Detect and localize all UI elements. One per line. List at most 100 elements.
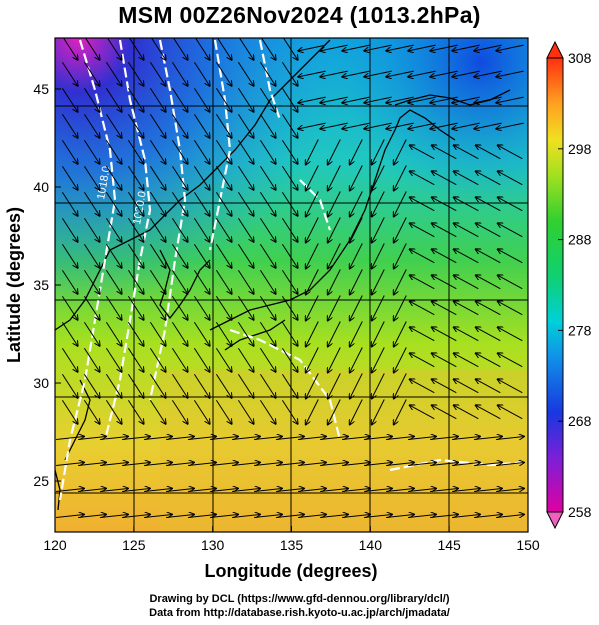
wind-streamline <box>476 171 501 186</box>
wind-streamline <box>410 249 435 264</box>
colorbar-tick-label: 308 <box>568 50 592 66</box>
wind-streamline <box>210 462 238 467</box>
wind-streamline <box>496 122 524 129</box>
wind-streamline <box>149 87 165 112</box>
wind-streamline <box>105 217 121 242</box>
wind-streamline <box>193 113 209 138</box>
wind-streamline <box>298 436 326 441</box>
wind-streamline <box>83 191 99 216</box>
wind-streamline <box>105 165 121 190</box>
wind-streamline <box>320 44 348 51</box>
wind-streamline <box>171 269 187 294</box>
wind-streamline <box>61 373 77 398</box>
wind-streamline <box>306 373 319 398</box>
chart-title: MSM 00Z26Nov2024 (1013.2hPa) <box>118 2 481 28</box>
wind-streamline <box>149 347 165 372</box>
wind-streamline <box>306 347 319 372</box>
wind-streamline <box>364 514 392 519</box>
wind-streamline <box>432 379 457 394</box>
wind-streamline <box>454 405 479 420</box>
wind-streamline <box>328 321 341 346</box>
wind-streamline <box>56 488 84 493</box>
y-axis-title: Latitude (degrees) <box>4 207 24 363</box>
credits: Drawing by DCL (https://www.gfd-dennou.o… <box>0 592 599 620</box>
wind-streamline <box>150 38 165 60</box>
wind-streamline <box>105 269 121 294</box>
wind-streamline <box>122 488 150 493</box>
x-axis: 120 125 130 135 140 145 150 <box>43 526 540 553</box>
wind-streamline <box>83 399 99 424</box>
wind-streamline <box>386 436 414 441</box>
wind-streamline <box>128 38 143 60</box>
wind-streamline <box>193 321 209 346</box>
x-tick-label: 150 <box>516 537 540 553</box>
wind-streamline <box>281 113 297 138</box>
wind-streamline <box>306 139 319 164</box>
wind-streamline <box>408 70 436 77</box>
wind-streamline <box>232 462 260 467</box>
x-tick-label: 135 <box>280 537 304 553</box>
wind-streamline <box>259 347 275 372</box>
wind-streamline <box>408 436 436 441</box>
wind-streamline <box>476 249 501 264</box>
wind-streamline <box>474 122 502 129</box>
wind-streamline <box>410 379 435 394</box>
wind-streamline <box>259 269 275 294</box>
wind-streamline <box>78 436 106 441</box>
wind-streamline <box>342 488 370 493</box>
y-axis: 25 30 35 40 45 <box>33 81 61 489</box>
wind-streamline <box>342 70 370 77</box>
wind-streamline <box>408 462 436 467</box>
x-tick-label: 140 <box>359 537 383 553</box>
colorbar-tick-label: 268 <box>568 413 592 429</box>
wind-streamline <box>454 145 479 160</box>
wind-streamline <box>122 514 150 519</box>
wind-streamline <box>166 436 194 441</box>
wind-streamline <box>149 295 165 320</box>
wind-streamline <box>171 243 187 268</box>
wind-streamline <box>237 295 253 320</box>
wind-streamline <box>394 347 407 372</box>
wind-streamline <box>432 197 457 212</box>
wind-streamline <box>193 399 209 424</box>
wind-streamline <box>105 139 121 164</box>
wind-streamline <box>281 139 297 164</box>
wind-streamline <box>306 269 319 294</box>
wind-streamline <box>364 122 392 129</box>
wind-streamline <box>78 462 106 467</box>
wind-streamline <box>372 399 385 424</box>
wind-streamline <box>84 38 99 60</box>
wind-streamline <box>127 243 143 268</box>
wind-streamline <box>281 399 297 424</box>
wind-streamline <box>281 347 297 372</box>
wind-streamline <box>100 514 128 519</box>
wind-streamline <box>83 347 99 372</box>
wind-streamline <box>282 38 297 60</box>
wind-streamline <box>193 373 209 398</box>
wind-streamline <box>193 139 209 164</box>
wind-streamline <box>306 165 319 190</box>
wind-streamline <box>432 145 457 160</box>
wind-streamline <box>105 113 121 138</box>
wind-streamline <box>215 269 231 294</box>
wind-streamline <box>306 243 319 268</box>
wind-streamline <box>259 399 275 424</box>
wind-streamline <box>328 269 341 294</box>
wind-streamline <box>193 87 209 112</box>
wind-streamline <box>350 373 363 398</box>
wind-streamline <box>410 327 435 342</box>
wind-streamline <box>193 191 209 216</box>
wind-streamline <box>237 191 253 216</box>
wind-streamline <box>452 122 480 129</box>
wind-streamline <box>259 113 275 138</box>
wind-streamline <box>320 122 348 129</box>
wind-streamline <box>476 275 501 290</box>
wind-streamline <box>61 87 77 112</box>
wind-streamline <box>328 295 341 320</box>
wind-streamline <box>496 96 524 103</box>
wind-streamline <box>476 327 501 342</box>
wind-streamline <box>171 321 187 346</box>
wind-streamline <box>259 243 275 268</box>
wind-streamline <box>215 243 231 268</box>
wind-streamline <box>328 217 341 242</box>
